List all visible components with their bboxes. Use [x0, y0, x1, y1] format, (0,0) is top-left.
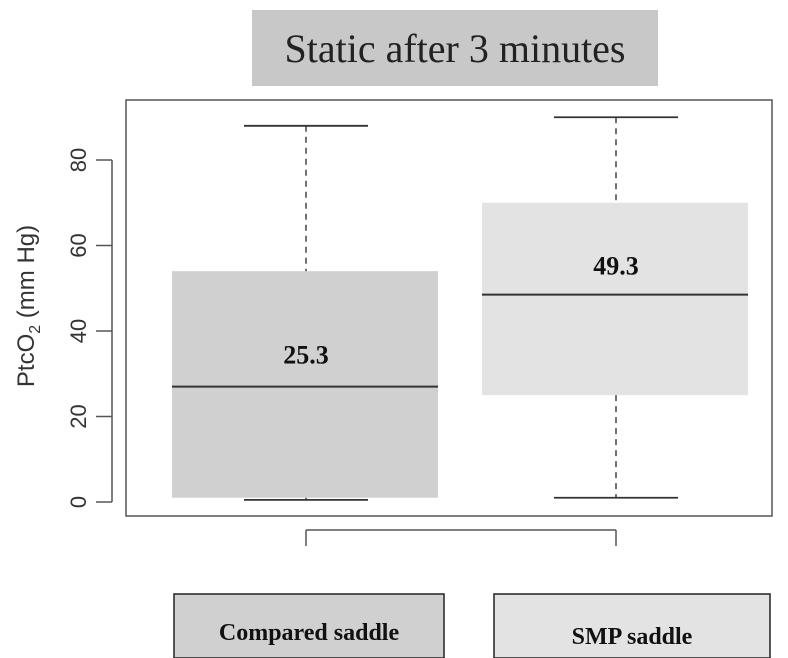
- legend: Compared saddle SMP saddle: [173, 593, 771, 658]
- box-smp: 49.3: [482, 116, 748, 499]
- legend-item-smp: SMP saddle: [493, 593, 771, 658]
- chart-title-box: [252, 10, 658, 86]
- chart-title-group: Static after 3 minutes: [252, 10, 658, 86]
- legend-item-compared: Compared saddle: [173, 593, 445, 658]
- y-axis-label-subscript: 2: [27, 325, 44, 334]
- legend-box-smp: [493, 593, 771, 658]
- y-tick-label-80: 80: [66, 148, 91, 172]
- y-axis: 0 20 40 60 80 PtcO2 (mm Hg): [13, 148, 113, 508]
- median-label-smp: 49.3: [593, 252, 639, 281]
- x-axis: [305, 529, 617, 546]
- y-tick-label-40: 40: [66, 319, 91, 343]
- chart-title: Static after 3 minutes: [284, 26, 625, 71]
- y-ticks: 0 20 40 60 80: [66, 148, 112, 508]
- y-tick-label-60: 60: [66, 233, 91, 257]
- legend-label-compared: Compared saddle: [219, 620, 400, 646]
- box-rect-smp: [482, 202, 748, 396]
- legend-box-compared: [173, 593, 445, 658]
- boxes: 25.3 49.3: [172, 116, 748, 501]
- y-axis-label: PtcO2 (mm Hg): [13, 225, 44, 387]
- median-label-compared: 25.3: [283, 341, 329, 370]
- box-rect-compared: [172, 271, 438, 498]
- y-tick-label-20: 20: [66, 404, 91, 428]
- plot-frame: [125, 99, 773, 517]
- y-tick-label-0: 0: [66, 496, 91, 508]
- legend-label-smp: SMP saddle: [572, 624, 693, 650]
- y-axis-label-unit: (mm Hg): [13, 225, 40, 325]
- y-axis-label-main: PtcO: [13, 334, 40, 387]
- box-compared: 25.3: [172, 124, 438, 501]
